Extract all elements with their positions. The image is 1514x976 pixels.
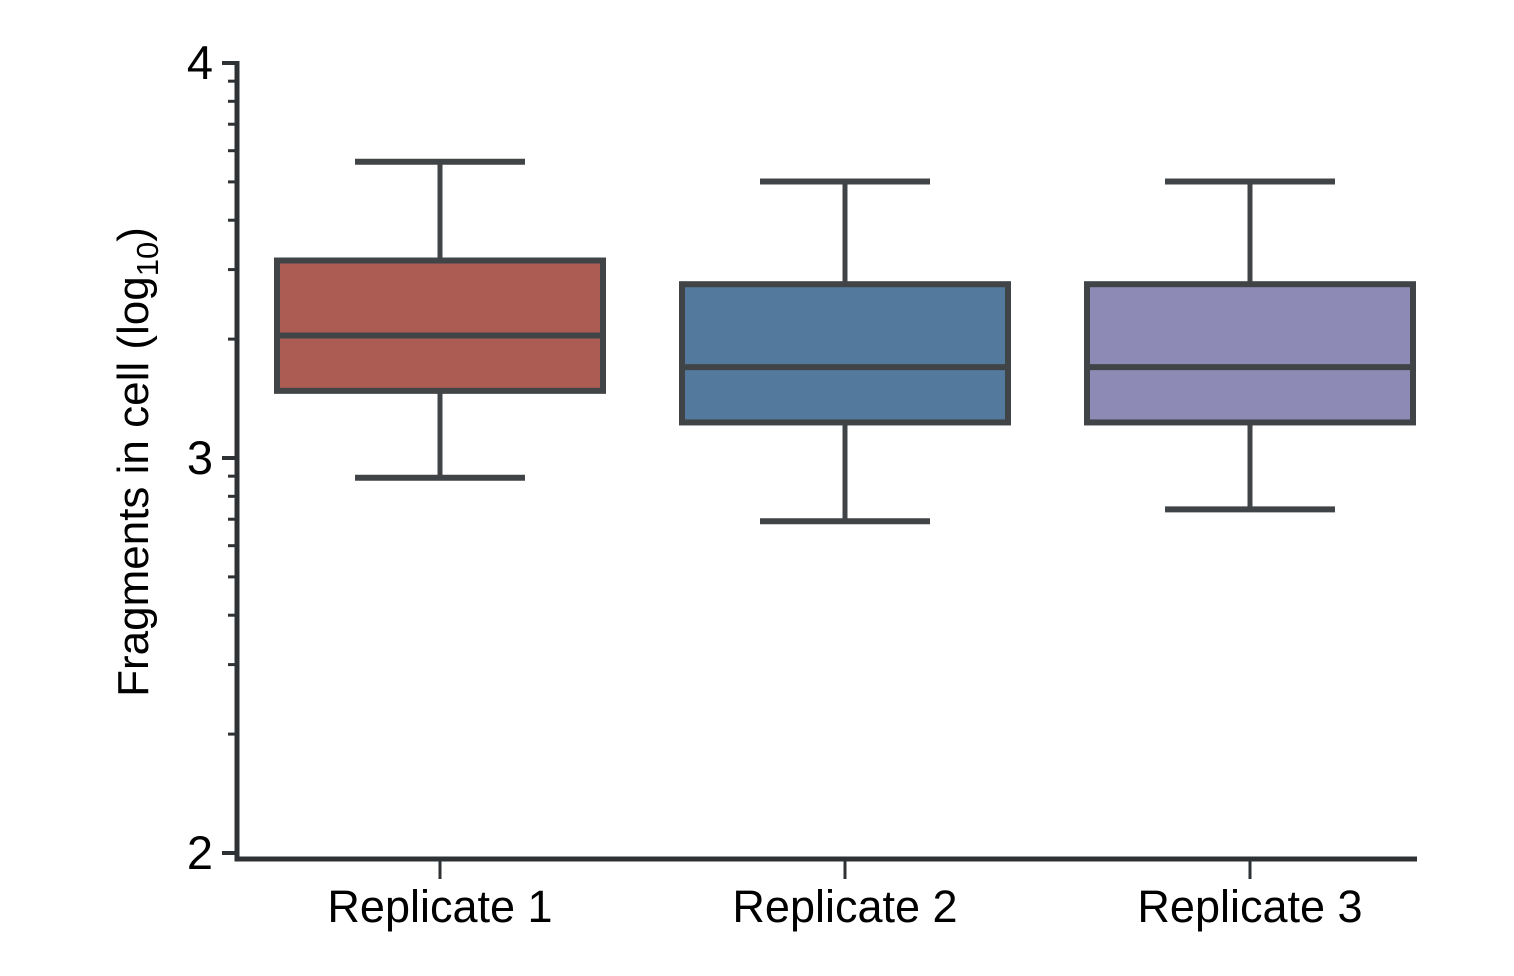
y-tick-label-2: 2	[187, 826, 213, 879]
box-replicate-2	[679, 281, 1011, 426]
y-tick-label-4: 4	[187, 36, 213, 89]
x-category-label-replicate-1: Replicate 1	[327, 881, 552, 932]
y-axis-title: Fragments in cell (log10)	[109, 227, 165, 697]
x-category-label-replicate-3: Replicate 3	[1137, 881, 1362, 932]
box-replicate-3	[1084, 281, 1416, 426]
box-replicate-1	[274, 257, 606, 394]
x-category-label-replicate-2: Replicate 2	[732, 881, 957, 932]
y-tick-label-3: 3	[187, 431, 213, 484]
